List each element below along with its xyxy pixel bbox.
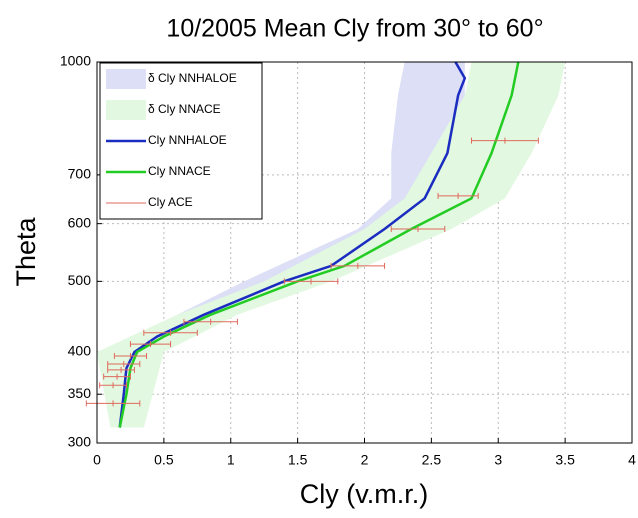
error-bar: [437, 192, 479, 199]
y-tick-label: 300: [68, 434, 92, 450]
x-tick-label: 2: [361, 452, 369, 468]
x-tick-label: 0.5: [154, 452, 174, 468]
y-tick-label: 600: [68, 214, 92, 230]
error-bar: [103, 373, 131, 380]
error-bar: [283, 278, 339, 285]
chart-title: 10/2005 Mean Cly from 30° to 60°: [166, 15, 543, 43]
error-bar: [107, 366, 135, 373]
line: [118, 61, 467, 428]
error-bar: [107, 361, 141, 368]
y-tick-label: 350: [68, 385, 92, 401]
x-tick-label: 4: [628, 452, 636, 468]
legend-label: δ Cly NNHALOE: [148, 71, 237, 85]
legend-label: δ Cly NNACE: [148, 102, 221, 116]
y-tick-label: 1000: [60, 53, 91, 69]
plot-frame: [96, 61, 633, 444]
x-tick-label: 2.5: [422, 452, 442, 468]
y-axis-label: Theta: [11, 216, 41, 286]
uncertainty-band: [117, 62, 465, 428]
error-bar: [330, 262, 386, 269]
y-tick-label: 400: [68, 343, 92, 359]
error-bar: [143, 329, 198, 336]
legend-label: Cly NNHALOE: [148, 133, 227, 147]
error-bar: [99, 382, 127, 389]
x-tick-label: 1: [227, 452, 235, 468]
legend-swatch: [106, 100, 146, 120]
y-tick-label: 500: [68, 272, 92, 288]
legend-swatch: [106, 69, 146, 89]
error-bar: [129, 341, 172, 348]
error-bar: [390, 225, 446, 232]
legend-label: Cly ACE: [148, 195, 193, 209]
error-bar: [183, 318, 238, 325]
x-tick-label: 1.5: [288, 452, 308, 468]
error-bar: [113, 352, 147, 359]
x-tick-label: 3: [494, 452, 502, 468]
y-tick-label: 700: [68, 166, 92, 182]
x-axis-label: Cly (v.m.r.): [300, 479, 428, 509]
x-tick-label: 3.5: [555, 452, 575, 468]
error-bar: [471, 137, 539, 144]
x-tick-label: 0: [93, 452, 101, 468]
error-bar: [85, 400, 141, 407]
legend-label: Cly NNACE: [148, 164, 211, 178]
